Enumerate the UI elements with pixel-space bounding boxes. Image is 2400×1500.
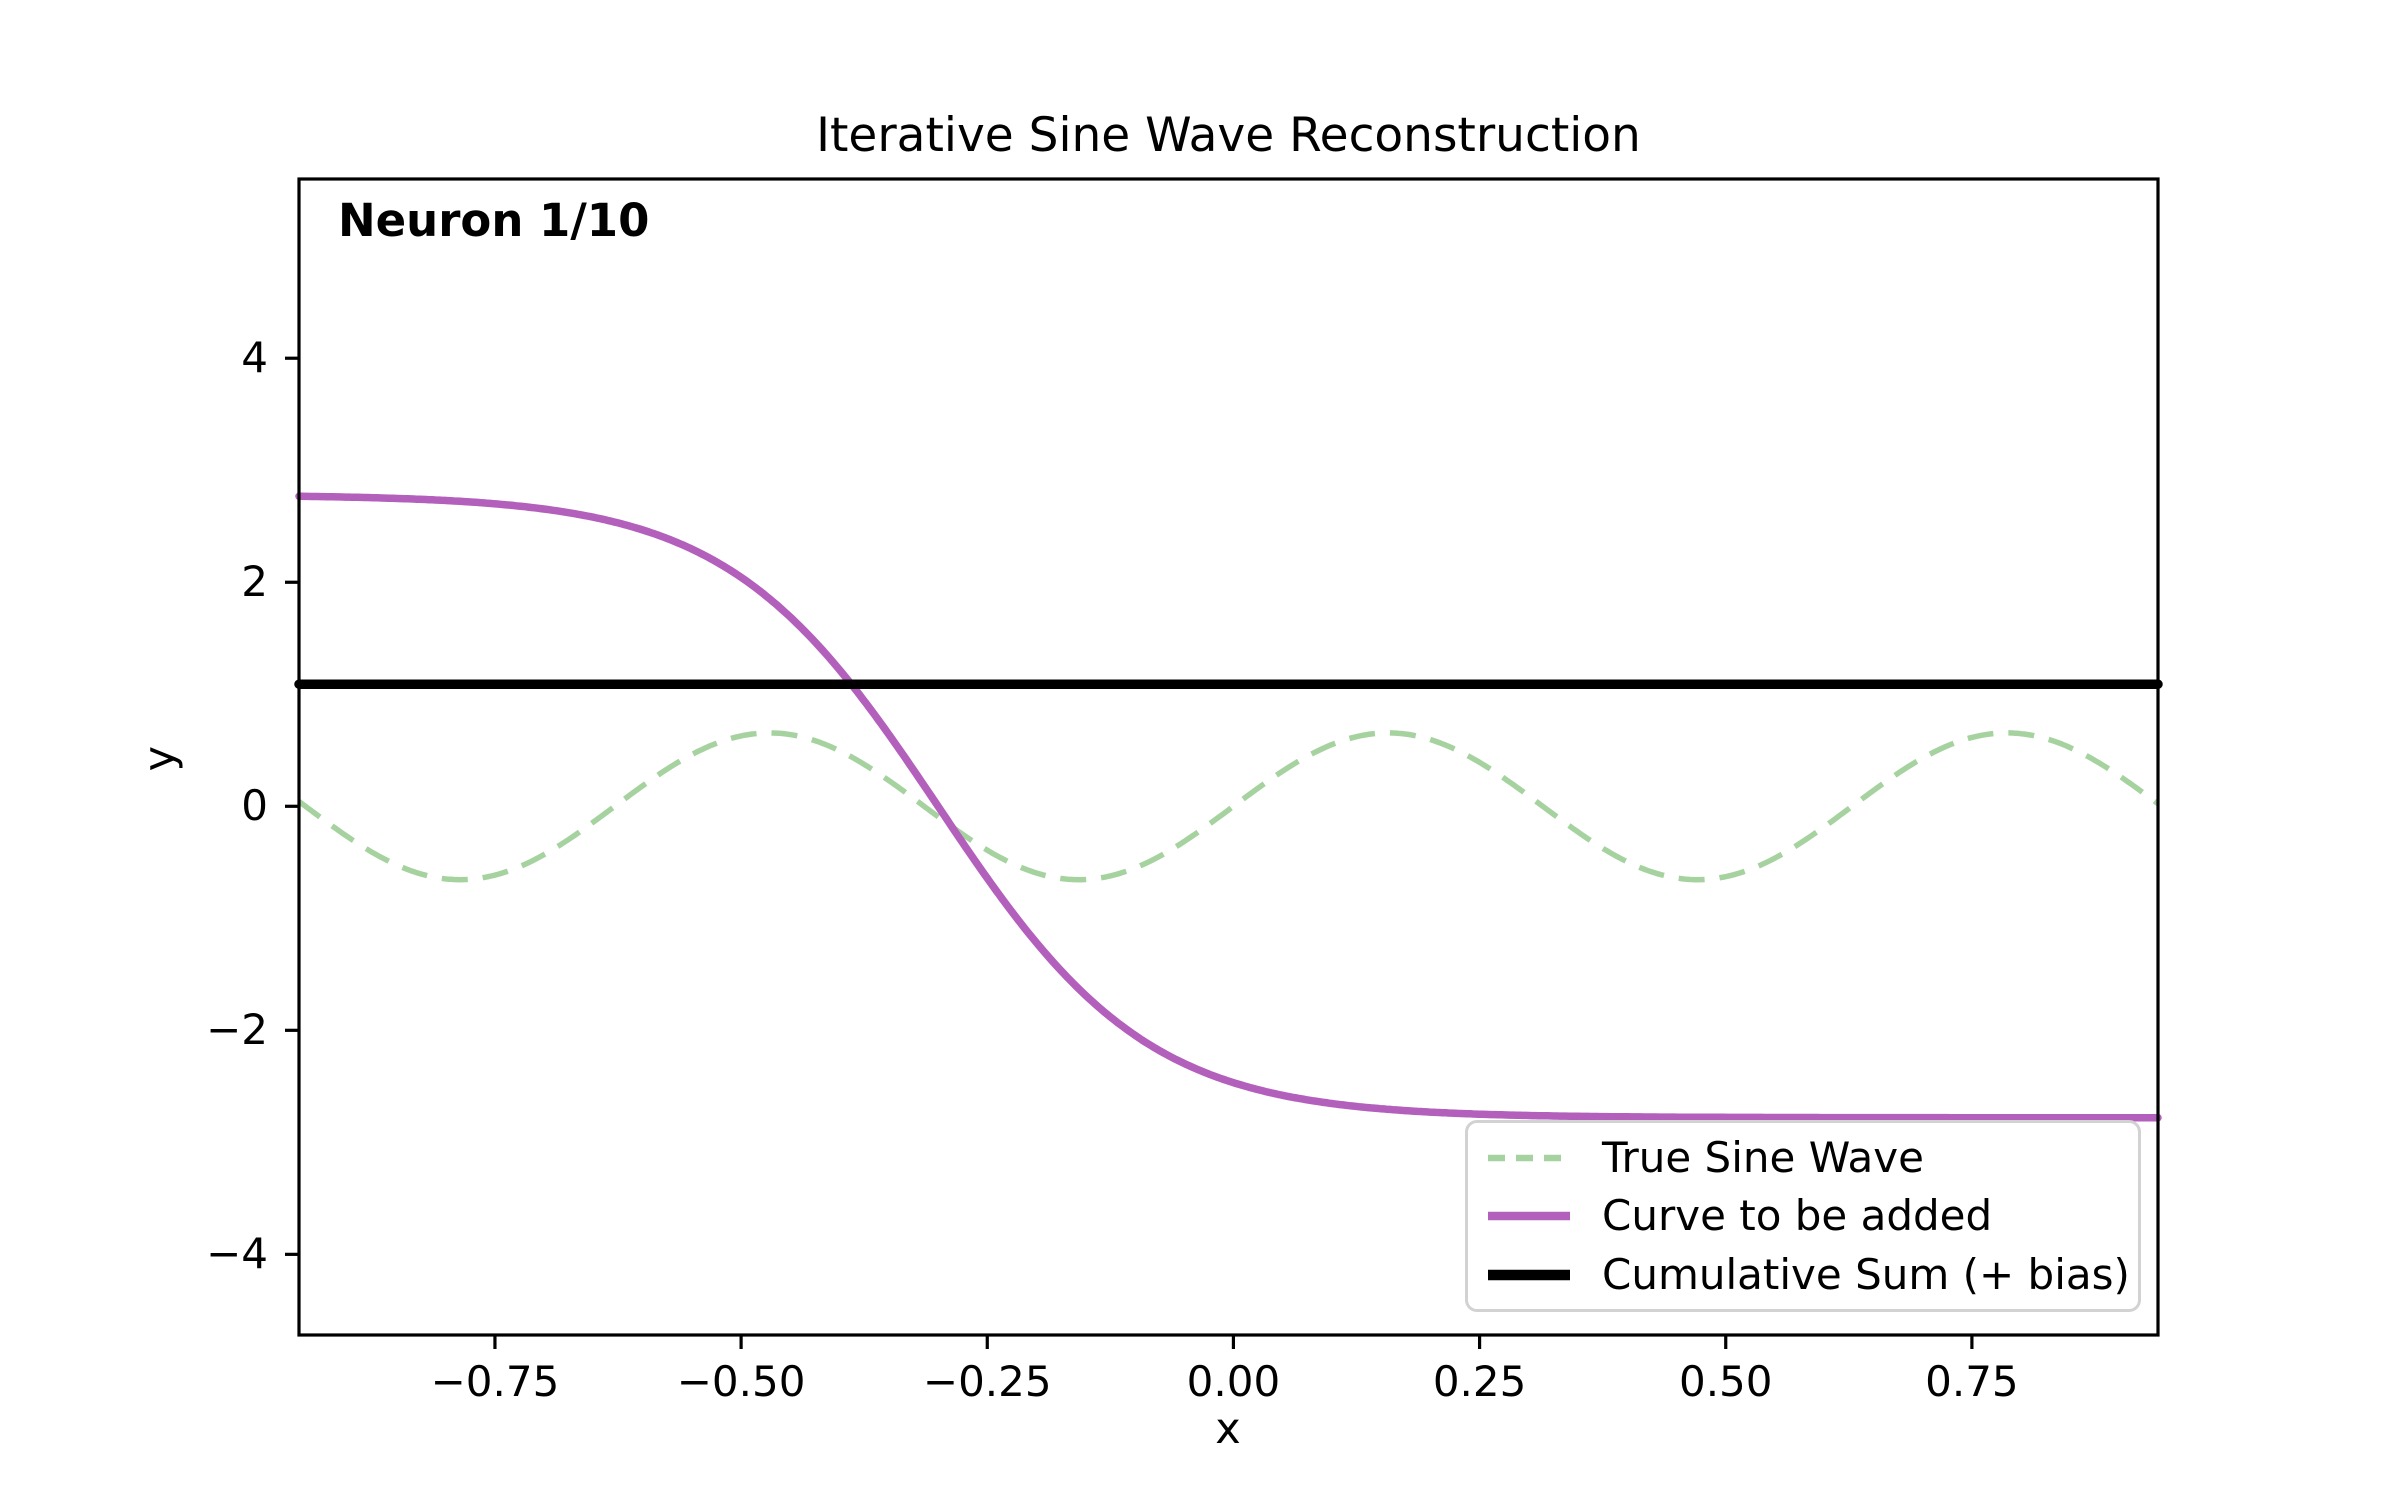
x-tick-label: 0.25	[1432, 1357, 1527, 1406]
legend-label: Cumulative Sum (+ bias)	[1602, 1249, 2130, 1299]
legend-item: Curve to be added	[1468, 1188, 2138, 1244]
y-tick-label: 2	[241, 557, 268, 607]
x-tick-label: −0.75	[430, 1357, 560, 1406]
axes-spines	[297, 177, 2160, 1337]
legend-item: Cumulative Sum (+ bias)	[1468, 1247, 2138, 1303]
legend-label: True Sine Wave	[1602, 1132, 1924, 1182]
y-tick-label: 4	[241, 333, 268, 383]
legend-swatch-line	[1488, 1211, 1570, 1221]
neuron-counter-annotation: Neuron 1/10	[338, 194, 650, 247]
x-axis-label: x	[1215, 1404, 1241, 1454]
y-tick-label: −2	[206, 1005, 268, 1055]
chart-title: Iterative Sine Wave Reconstruction	[816, 108, 1641, 163]
legend-label: Curve to be added	[1602, 1191, 1993, 1240]
x-tick-label: −0.50	[676, 1357, 806, 1406]
x-tick-label: −0.25	[922, 1357, 1052, 1406]
legend-swatch-dashed-line	[1488, 1154, 1570, 1161]
legend-box: True Sine Wave Curve to be added Cumulativ…	[1465, 1120, 2141, 1312]
x-tick-label: 0.75	[1925, 1357, 2019, 1406]
legend-swatch-line	[1488, 1269, 1570, 1280]
legend-item: True Sine Wave	[1468, 1130, 2138, 1186]
x-tick-label: 0.50	[1678, 1357, 1773, 1406]
y-tick-label: 0	[241, 781, 268, 831]
y-axis-label: y	[134, 745, 185, 772]
x-tick-label: 0.00	[1186, 1357, 1281, 1406]
series-line-true-sine-wave	[297, 730, 2160, 883]
y-tick-label: −4	[206, 1229, 268, 1279]
series-line-curve-to-be-added	[295, 492, 2162, 1122]
